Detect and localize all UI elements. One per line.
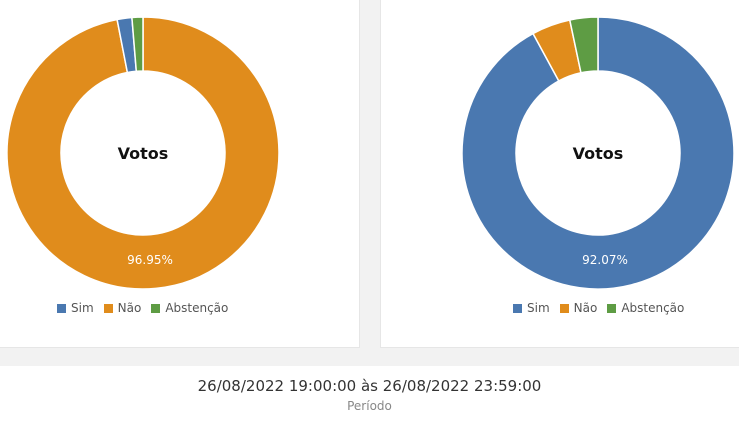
legend-2: Sim Não Abstenção: [513, 301, 684, 315]
footer-panel: 26/08/2022 19:00:00 às 26/08/2022 23:59:…: [0, 366, 739, 424]
legend-1: Sim Não Abstenção: [57, 301, 228, 315]
slice-não[interactable]: [6, 16, 280, 290]
period-label: Período: [347, 399, 392, 413]
legend-swatch: [607, 303, 617, 313]
legend-item[interactable]: Sim: [513, 301, 550, 315]
legend-swatch: [513, 303, 522, 313]
chart-card-2: Votos 92.07% Sim Não Abstenção: [380, 0, 739, 348]
legend-label: Sim: [71, 301, 94, 315]
legend-swatch: [559, 303, 569, 313]
slice-abstenção[interactable]: [131, 16, 144, 73]
center-label: Votos: [118, 144, 169, 163]
legend-swatch: [103, 303, 113, 313]
legend-label: Abstenção: [165, 301, 229, 315]
legend-label: Abstenção: [621, 301, 685, 315]
legend-item[interactable]: Não: [559, 301, 598, 315]
legend-item[interactable]: Não: [103, 301, 142, 315]
legend-label: Não: [573, 301, 598, 315]
period-range: 26/08/2022 19:00:00 às 26/08/2022 23:59:…: [197, 377, 542, 395]
legend-label: Não: [117, 301, 142, 315]
legend-swatch: [151, 303, 161, 313]
donut-chart-1: Votos 96.95%: [6, 16, 280, 290]
donut-chart-2: Votos 92.07%: [461, 16, 735, 290]
legend-swatch: [57, 303, 66, 313]
slice-sim[interactable]: [461, 16, 735, 290]
center-label: Votos: [573, 144, 624, 163]
legend-item[interactable]: Abstenção: [607, 301, 684, 315]
legend-label: Sim: [527, 301, 550, 315]
legend-item[interactable]: Abstenção: [151, 301, 228, 315]
chart-card-1: Votos 96.95% Sim Não Abstenção: [0, 0, 360, 348]
data-label: 92.07%: [582, 253, 628, 267]
slice-abstenção[interactable]: [568, 16, 599, 74]
data-label: 96.95%: [127, 253, 173, 267]
legend-item[interactable]: Sim: [57, 301, 94, 315]
